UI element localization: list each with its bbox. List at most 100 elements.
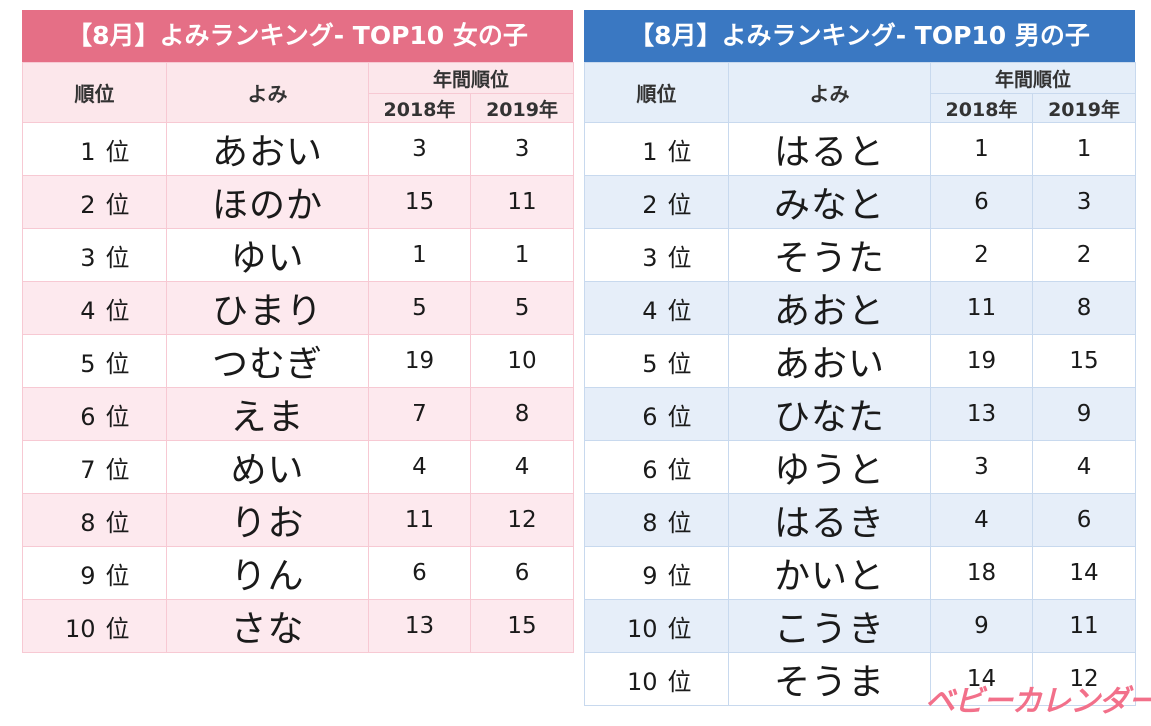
table-row: 4 位ひまり 5 5 (22, 281, 575, 335)
rank-unit: 位 (667, 455, 692, 484)
name-reading-cell: そうた (728, 228, 931, 282)
rank-unit: 位 (105, 190, 130, 219)
rank-2018-cell: 3 (930, 440, 1033, 494)
rank-2018-cell: 9 (930, 599, 1033, 653)
rank-number: 3 (80, 243, 96, 272)
rank-2019-cell: 1 (1031, 122, 1137, 176)
rank-2019-cell: 8 (469, 387, 575, 441)
rank-2019-cell: 12 (1031, 652, 1137, 706)
table-row: 7 位めい 4 4 (22, 440, 575, 494)
rank-column-header: 順位 (22, 62, 167, 123)
rank-2019-cell: 15 (1031, 334, 1137, 388)
rank-number: 2 (642, 190, 658, 219)
girls-ranking-panel: 【8月】よみランキング- TOP10 女の子 順位 よみ 年間順位 2018年 … (22, 10, 575, 653)
name-reading-cell: あおい (728, 334, 931, 388)
rank-2019-cell: 4 (469, 440, 575, 494)
rank-unit: 位 (667, 190, 692, 219)
rank-2019-cell: 6 (1031, 493, 1137, 547)
rank-2019-cell: 1 (469, 228, 575, 282)
name-reading-cell: あおい (166, 122, 369, 176)
rank-unit: 位 (105, 508, 130, 537)
rank-number: 6 (642, 455, 658, 484)
year-2018-header: 2018年 (368, 93, 471, 123)
name-reading-column-header: よみ (166, 62, 369, 123)
table-row: 8 位はるき 4 6 (584, 493, 1137, 547)
boys-ranking-title: 【8月】よみランキング- TOP10 男の子 (584, 10, 1135, 62)
table-row: 2 位 みなと 6 3 (584, 175, 1137, 229)
rank-2018-cell: 19 (930, 334, 1033, 388)
rank-2019-cell: 6 (469, 546, 575, 600)
rank-unit: 位 (105, 402, 130, 431)
table-row: 10 位 さな 13 15 (22, 599, 575, 653)
rank-2018-cell: 1 (368, 228, 471, 282)
rank-cell: 10 位 (584, 599, 729, 653)
baby-calendar-logo: ベビーカレンダー (925, 684, 1151, 719)
rank-cell: 10 位 (22, 599, 167, 653)
rank-2019-cell: 5 (469, 281, 575, 335)
rank-2018-cell: 6 (368, 546, 471, 600)
table-row: 9 位りん 6 6 (22, 546, 575, 600)
year-2019-header: 2019年 (1031, 93, 1137, 123)
rank-2019-cell: 14 (1031, 546, 1137, 600)
rank-unit: 位 (105, 561, 130, 590)
name-reading-cell: こうき (728, 599, 931, 653)
name-reading-cell: みなと (728, 175, 931, 229)
table-row: 3 位ゆい 1 1 (22, 228, 575, 282)
rank-unit: 位 (105, 137, 130, 166)
rank-number: 4 (642, 296, 658, 325)
rank-unit: 位 (667, 614, 692, 643)
rank-unit: 位 (667, 508, 692, 537)
table-row: 6 位えま 7 8 (22, 387, 575, 441)
rank-2019-cell: 10 (469, 334, 575, 388)
table-row: 6 位ゆうと 3 4 (584, 440, 1137, 494)
rank-2018-cell: 1 (930, 122, 1033, 176)
name-reading-cell: つむぎ (166, 334, 369, 388)
table-row: 10 位 こうき 9 11 (584, 599, 1137, 653)
annual-rank-group-header: 年間順位 (367, 62, 575, 94)
rank-2018-cell: 7 (368, 387, 471, 441)
rank-2019-cell: 15 (469, 599, 575, 653)
name-reading-cell: ゆい (166, 228, 369, 282)
table-row: 6 位ひなた 13 9 (584, 387, 1137, 441)
rank-unit: 位 (667, 243, 692, 272)
rank-number: 1 (642, 137, 658, 166)
girls-ranking-rows: 1 位あおい 3 3 2 位ほのか 15 11 3 位ゆい 1 1 4 位ひまり 5 5 5 位つむぎ 19 10 6 位… (22, 122, 575, 653)
rank-2018-cell: 18 (930, 546, 1033, 600)
rank-number: 8 (80, 508, 96, 537)
table-row: 2 位ほのか 15 11 (22, 175, 575, 229)
rank-unit: 位 (667, 349, 692, 378)
rank-number: 7 (80, 455, 96, 484)
rank-2019-cell: 3 (1031, 175, 1137, 229)
name-reading-cell: りお (166, 493, 369, 547)
rank-number: 10 (64, 614, 96, 643)
rank-unit: 位 (667, 667, 692, 696)
rank-2018-cell: 5 (368, 281, 471, 335)
name-reading-cell: ひまり (166, 281, 369, 335)
rank-2019-cell: 9 (1031, 387, 1137, 441)
table-row: 4 位あおと 11 8 (584, 281, 1137, 335)
rank-unit: 位 (105, 243, 130, 272)
rank-2018-cell: 14 (930, 652, 1033, 706)
rank-number: 2 (80, 190, 96, 219)
name-reading-cell: ゆうと (728, 440, 931, 494)
rank-2018-cell: 11 (368, 493, 471, 547)
rank-2018-cell: 13 (930, 387, 1033, 441)
rank-2018-cell: 6 (930, 175, 1033, 229)
rank-number: 10 (626, 667, 658, 696)
rank-2018-cell: 15 (368, 175, 471, 229)
rank-2019-cell: 12 (469, 493, 575, 547)
rank-unit: 位 (105, 296, 130, 325)
name-reading-cell: えま (166, 387, 369, 441)
rank-2019-cell: 2 (1031, 228, 1137, 282)
